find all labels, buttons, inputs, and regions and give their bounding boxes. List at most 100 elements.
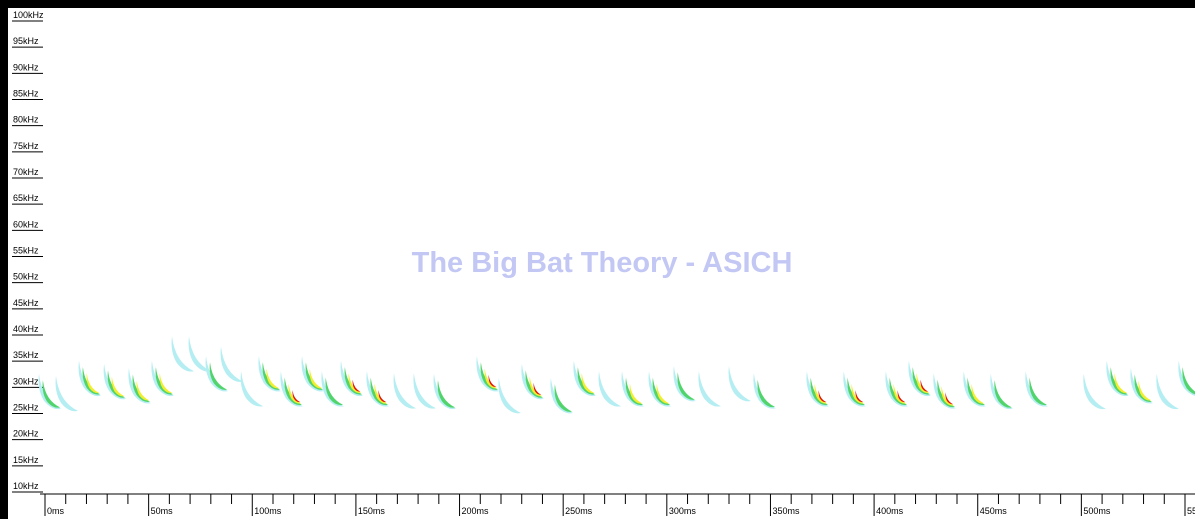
call-layer [325, 377, 343, 406]
call-layer [521, 363, 544, 400]
bat-call [413, 373, 436, 409]
y-tick-label: 50kHz [13, 272, 39, 282]
x-tick-label: 200ms [462, 506, 490, 516]
call-layer [484, 368, 498, 389]
x-tick-label: 250ms [565, 506, 593, 516]
bat-call [55, 375, 78, 412]
call-layer [78, 360, 101, 397]
x-tick-label: 550ms [1187, 506, 1195, 516]
y-tick-label: 25kHz [13, 403, 39, 413]
bat-call [103, 363, 127, 400]
call-layer [1083, 373, 1106, 410]
call-layer [994, 380, 1012, 408]
call-layer [107, 370, 126, 398]
y-tick-label: 30kHz [13, 376, 39, 386]
call-layer [673, 366, 696, 402]
bat-call [258, 356, 281, 392]
call-layer [621, 371, 644, 407]
top-border [0, 0, 1195, 8]
call-layer [378, 390, 387, 403]
call-layer [340, 360, 363, 397]
call-layer [933, 373, 956, 409]
call-layer [753, 373, 776, 409]
call-layer [533, 382, 542, 395]
y-tick-label: 40kHz [13, 324, 39, 334]
call-layer [818, 390, 827, 403]
y-tick-label: 70kHz [13, 167, 39, 177]
bat-call [753, 373, 776, 409]
call-layer [111, 376, 125, 397]
call-layer [677, 372, 695, 400]
call-layer [280, 371, 303, 407]
bat-call [205, 356, 228, 392]
call-layer [171, 336, 194, 372]
bat-call [188, 336, 211, 372]
x-tick-label: 500ms [1083, 506, 1111, 516]
bat-call [128, 368, 151, 404]
x-tick-label: 400ms [876, 506, 904, 516]
call-layer [529, 376, 543, 397]
y-tick-label: 55kHz [13, 246, 39, 256]
bat-call [171, 336, 194, 372]
bat-call [240, 371, 264, 407]
bat-call [476, 356, 499, 392]
call-layer [937, 379, 955, 408]
call-layer [889, 377, 907, 406]
bat-call [963, 371, 986, 407]
call-layer [652, 377, 671, 406]
call-layer [908, 360, 931, 397]
call-layer [374, 383, 387, 404]
call-layer [1130, 368, 1153, 404]
y-tick-label: 20kHz [13, 429, 39, 439]
bat-call [1106, 360, 1129, 397]
call-layer [220, 346, 243, 382]
call-layer [945, 392, 953, 405]
bat-call [728, 366, 751, 402]
bat-call [648, 371, 671, 407]
y-tick-label: 10kHz [13, 481, 39, 491]
call-layer [598, 371, 621, 407]
call-layer [698, 371, 721, 407]
call-layer [348, 373, 362, 394]
call-layer [55, 375, 78, 412]
call-layer [648, 371, 671, 407]
y-tick-label: 60kHz [13, 219, 39, 229]
call-layer [42, 380, 61, 408]
call-layer [577, 367, 595, 395]
call-layer [188, 336, 211, 372]
call-layer [573, 360, 596, 397]
call-layer [941, 385, 954, 406]
call-layer [393, 373, 416, 409]
bat-call [1130, 368, 1153, 404]
y-tick-label: 85kHz [13, 89, 39, 99]
bat-call [621, 371, 644, 407]
bat-call [301, 356, 324, 392]
bat-call [220, 346, 243, 382]
y-tick-label: 15kHz [13, 455, 39, 465]
bat-call [573, 360, 596, 397]
call-layer [525, 370, 543, 398]
call-layer [258, 356, 281, 392]
y-tick-label: 45kHz [13, 298, 39, 308]
call-layer [920, 379, 929, 392]
call-layer [971, 383, 984, 404]
call-layer [262, 362, 280, 390]
call-layer [1134, 374, 1152, 402]
call-layer [1106, 360, 1129, 397]
x-tick-label: 450ms [980, 506, 1008, 516]
bat-call [433, 373, 456, 410]
bat-call [321, 371, 344, 407]
call-layer [1114, 373, 1127, 394]
call-layer [132, 374, 150, 402]
call-layer [1138, 380, 1151, 401]
call-layer [155, 367, 173, 395]
watermark: The Big Bat Theory - ASICH [412, 247, 793, 279]
y-tick-label: 65kHz [13, 193, 39, 203]
call-layer [352, 379, 361, 392]
bat-call [340, 360, 363, 397]
call-layer [128, 368, 151, 404]
call-layer [159, 373, 173, 394]
bat-call [151, 360, 174, 397]
bat-call [908, 360, 931, 397]
